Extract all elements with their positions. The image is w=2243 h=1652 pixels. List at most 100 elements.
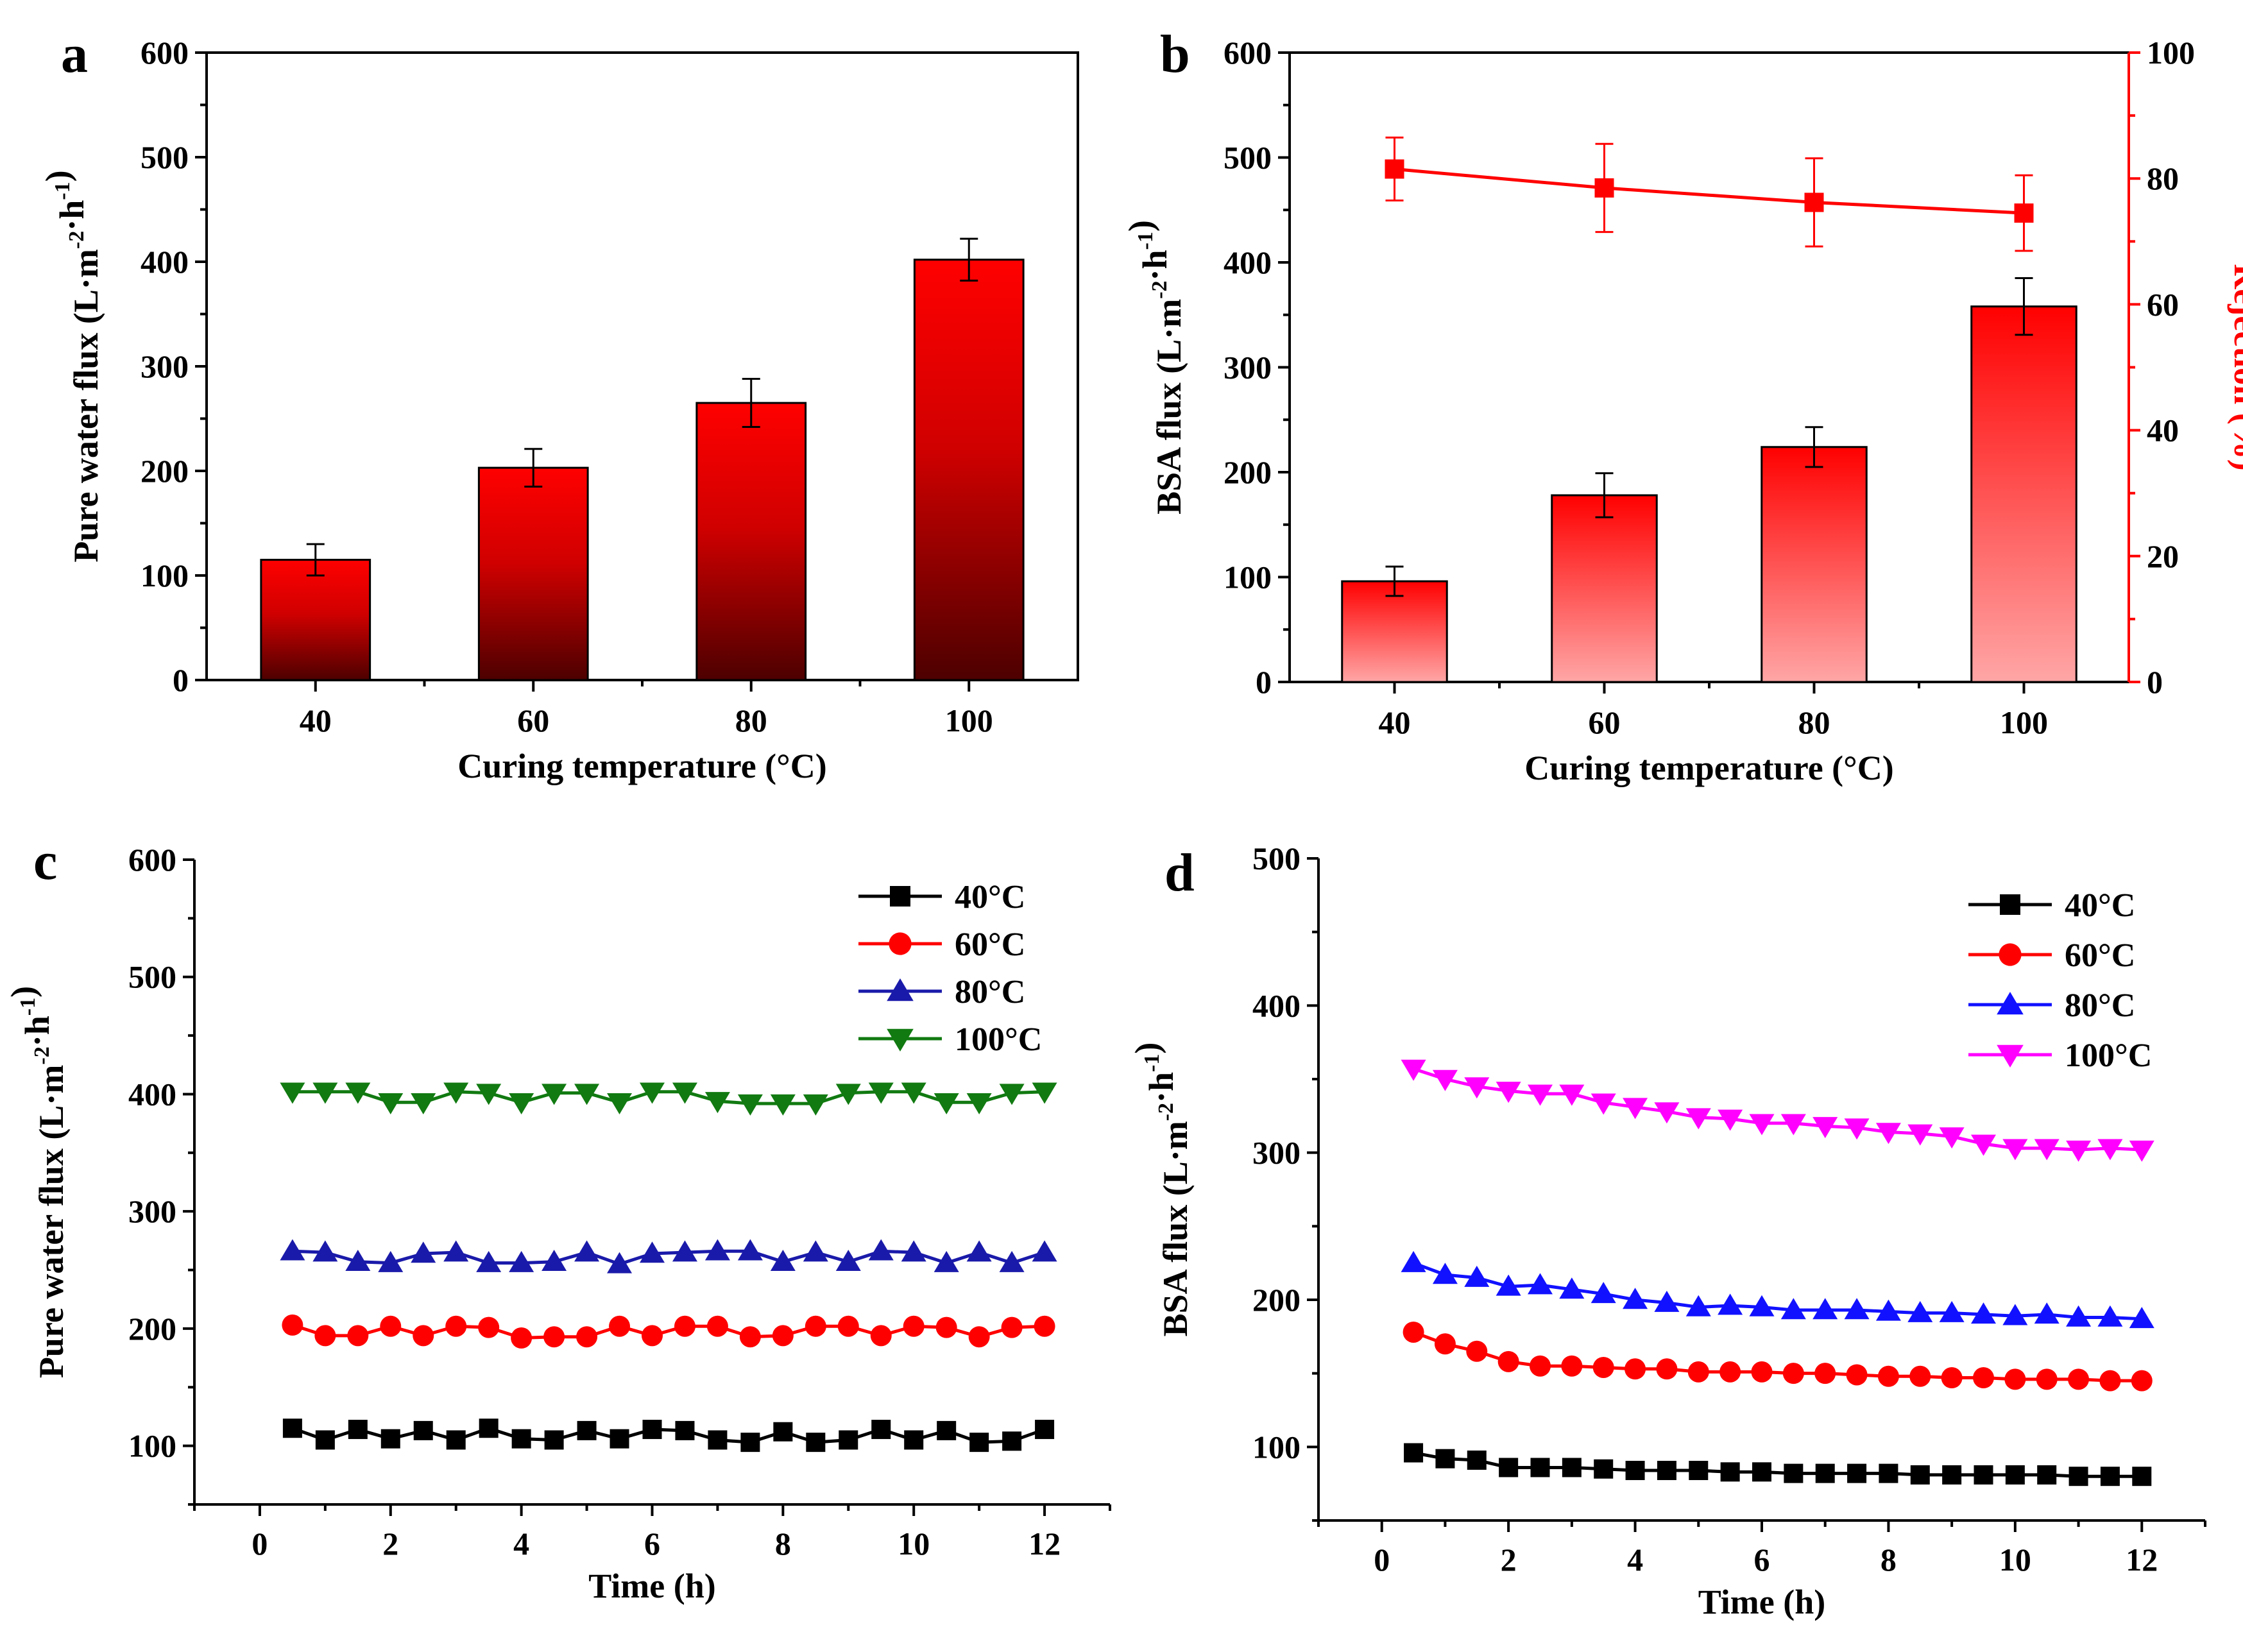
data-point: [1782, 1363, 1804, 1384]
data-point: [1846, 1364, 1868, 1386]
data-point: [1623, 1288, 1648, 1309]
data-point: [934, 1093, 959, 1114]
data-point: [543, 1326, 565, 1348]
data-point: [2066, 1140, 2092, 1162]
data-point: [1530, 1458, 1550, 1477]
bar-40: [260, 559, 371, 681]
data-point: [282, 1314, 303, 1336]
x-tick-label: 12: [1028, 1526, 1061, 1562]
data-point: [1909, 1365, 1931, 1387]
data-point: [1814, 1363, 1836, 1384]
data-point: [1844, 1298, 1870, 1320]
data-point: [1784, 1463, 1804, 1483]
data-point: [966, 1093, 992, 1114]
data-point: [2131, 1370, 2153, 1392]
chart-panel-b: 0 100 200 300 400 500 600 40 60 80 100 0 20 40 60 80 100…: [1122, 24, 2243, 787]
x-tick-label: 40: [300, 703, 332, 738]
data-point: [1592, 1356, 1614, 1378]
data-point: [737, 1094, 763, 1116]
data-point: [999, 1084, 1025, 1105]
legend-label: 60°C: [2065, 937, 2135, 974]
legend-label: 60°C: [955, 926, 1025, 963]
data-point: [966, 1240, 992, 1262]
data-point: [479, 1418, 499, 1438]
y-tick-label: 400: [141, 244, 189, 280]
data-point: [2004, 1368, 2026, 1390]
y-tick-label: 100: [1252, 1429, 1301, 1465]
bar-80: [695, 402, 807, 681]
data-point: [1001, 1316, 1023, 1338]
x-tick-label: 100: [945, 703, 993, 738]
legend-marker: [2000, 894, 2020, 915]
data-point: [1656, 1358, 1678, 1380]
data-point: [2132, 1467, 2152, 1486]
data-point: [574, 1084, 600, 1105]
data-point: [1910, 1465, 1930, 1485]
data-point: [805, 1315, 826, 1337]
y-axis-title: Pure water flux (L·m-2·h-1): [38, 170, 105, 562]
bar-80: [1761, 446, 1868, 683]
data-point: [1434, 1333, 1456, 1355]
data-point: [1685, 1295, 1711, 1316]
data-point: [1749, 1114, 1775, 1136]
data-point: [1404, 1443, 1424, 1463]
y-tick-label: 100: [128, 1428, 176, 1464]
y-tick-label: 0: [173, 662, 189, 698]
data-point: [1432, 1069, 1458, 1091]
data-point: [740, 1433, 760, 1452]
data-point: [1496, 1082, 1521, 1103]
rejection-point: [1804, 192, 1824, 212]
y-tick-label: 100: [1224, 559, 1272, 595]
data-point: [413, 1420, 433, 1440]
data-point: [672, 1240, 697, 1262]
data-point: [1559, 1277, 1585, 1299]
data-point: [378, 1250, 404, 1272]
data-point: [770, 1094, 796, 1116]
data-point: [1879, 1463, 1898, 1483]
data-point: [903, 1315, 925, 1337]
data-point: [577, 1420, 597, 1440]
data-point: [609, 1315, 631, 1337]
y-right-tick-label: 60: [2147, 286, 2179, 322]
data-point: [706, 1315, 728, 1337]
data-point: [1466, 1340, 1488, 1362]
data-point: [640, 1241, 665, 1263]
data-point: [1002, 1431, 1022, 1451]
x-axis-title: Curing temperature (°C): [457, 747, 826, 785]
data-point: [347, 1325, 369, 1347]
x-tick-label: 4: [513, 1526, 529, 1562]
y-tick-label: 500: [128, 959, 176, 995]
data-point: [901, 1240, 926, 1262]
data-point: [1654, 1290, 1680, 1312]
data-point: [1432, 1263, 1458, 1284]
data-point: [1749, 1295, 1775, 1316]
data-point: [411, 1093, 436, 1114]
data-point: [839, 1430, 858, 1450]
data-point: [1561, 1355, 1583, 1377]
data-point: [1720, 1462, 1740, 1482]
data-point: [2005, 1465, 2025, 1485]
legend-marker: [1999, 943, 2022, 966]
data-point: [1718, 1109, 1743, 1131]
data-point: [737, 1239, 763, 1261]
series-line-80°C: [1413, 1261, 2142, 1321]
data-point: [1939, 1127, 1965, 1149]
data-point: [2068, 1368, 2090, 1390]
data-point: [476, 1084, 502, 1105]
x-tick-label: 60: [517, 703, 549, 738]
data-point: [770, 1250, 796, 1272]
rejection-point: [2014, 203, 2034, 223]
data-point: [443, 1240, 469, 1262]
data-point: [1530, 1355, 1551, 1377]
data-point: [315, 1430, 335, 1450]
y-tick-label: 400: [1252, 987, 1301, 1023]
data-point: [607, 1252, 633, 1273]
data-point: [411, 1241, 436, 1263]
data-point: [2037, 1465, 2057, 1485]
panel-letter: a: [61, 24, 88, 84]
data-point: [2097, 1139, 2123, 1161]
data-point: [1435, 1449, 1455, 1469]
data-point: [1812, 1117, 1838, 1139]
data-point: [1654, 1102, 1680, 1124]
data-point: [607, 1093, 633, 1114]
